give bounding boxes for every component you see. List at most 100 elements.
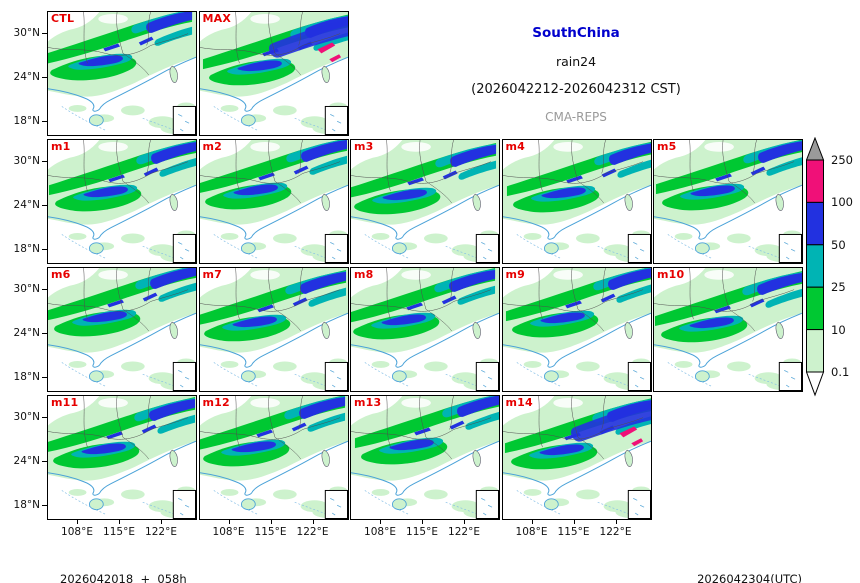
rain-bands	[351, 142, 497, 215]
hainan-island	[88, 114, 104, 127]
province-borders	[351, 396, 492, 460]
lon-tick-mark	[615, 520, 617, 524]
title-period: (2026042212-2026042312 CST)	[471, 82, 681, 97]
lat-tick-label: 24°N	[13, 455, 40, 467]
coastline	[199, 440, 348, 496]
coastline	[48, 56, 196, 112]
map-canvas	[502, 140, 651, 263]
lon-tick-mark	[422, 520, 423, 524]
taiwan-island	[624, 449, 633, 467]
taiwan-island	[472, 321, 481, 339]
dry-area	[351, 268, 403, 298]
dry-area	[199, 268, 251, 298]
hainan-island	[88, 242, 104, 255]
lon-tick-mark	[380, 520, 381, 524]
lat-tick-label: 18°N	[13, 115, 40, 127]
title-region: SouthChina	[532, 25, 620, 41]
taiwan-island	[321, 193, 330, 211]
dry-area	[199, 140, 251, 170]
lon-tick-label: 122°E	[145, 526, 177, 538]
panel-member-label: m8	[354, 268, 374, 281]
dry-area	[351, 140, 403, 170]
taiwan-island	[472, 449, 481, 467]
lon-tick-mark	[119, 520, 120, 524]
colorbar-segment	[806, 329, 824, 373]
lat-tick-mark	[42, 249, 47, 250]
hainan-island	[240, 498, 256, 511]
hainan-island	[694, 370, 710, 383]
lon-tick-mark	[464, 520, 465, 524]
colorbar-tick-label: 0.1	[831, 365, 850, 379]
rain-bands	[506, 141, 651, 213]
panel-member-label: CTL	[51, 12, 75, 25]
lon-tick-label: 115°E	[103, 526, 135, 538]
colorbar-under-arrow	[806, 371, 825, 397]
dry-area	[502, 268, 554, 298]
lon-tick-mark	[161, 520, 162, 524]
extreme-rain-streak	[618, 426, 637, 438]
south-china-sea-inset	[475, 233, 499, 263]
south-china-sea-inset	[627, 489, 651, 519]
taiwan-island	[624, 321, 633, 339]
rain-bands	[48, 12, 193, 81]
map-panel-m13: m13	[350, 395, 500, 520]
footer-valid-time: 2026042304(UTC) 2026042312(CST)	[597, 541, 802, 583]
map-canvas	[199, 396, 348, 519]
lat-tick-label: 24°N	[13, 199, 40, 211]
colorbar-segment	[806, 159, 824, 203]
hainan-island	[240, 242, 256, 255]
coastline	[48, 184, 196, 240]
map-panel-m11: m11	[47, 395, 197, 520]
sea-dashed-lines	[516, 490, 629, 515]
taiwan-island	[169, 321, 178, 339]
dry-area	[199, 396, 251, 426]
footer-init-line-1: 2026042018 + 058h	[60, 572, 187, 583]
map-canvas	[351, 140, 499, 263]
lon-tick-mark	[573, 520, 575, 524]
lat-tick-label: 24°N	[13, 71, 40, 83]
rain-bands	[48, 396, 196, 469]
lat-tick-label: 30°N	[13, 155, 40, 167]
province-borders	[351, 268, 492, 332]
panel-member-label: m4	[505, 140, 526, 153]
panel-member-label: m2	[202, 140, 223, 153]
map-canvas	[502, 268, 651, 391]
south-china-sea-inset	[324, 105, 348, 135]
lat-tick-label: 18°N	[13, 371, 40, 383]
sea-dashed-lines	[61, 362, 175, 387]
south-china-sea-inset	[172, 361, 196, 391]
hainan-island	[391, 498, 407, 511]
lon-tick-label: 122°E	[599, 526, 632, 538]
province-borders	[654, 140, 795, 204]
colorbar-segment	[806, 244, 824, 288]
map-panel-m8: m8	[350, 267, 500, 392]
colorbar-tick-label: 100	[831, 195, 853, 210]
panel-member-label: m12	[202, 396, 230, 409]
coastline	[502, 440, 651, 496]
colorbar-segment	[806, 286, 824, 331]
hainan-island	[88, 498, 104, 511]
hainan-island	[391, 242, 407, 255]
hainan-island	[240, 114, 256, 127]
south-china-sea-inset	[778, 233, 802, 263]
map-canvas	[351, 268, 499, 391]
province-borders	[502, 140, 643, 204]
colorbar-over-arrow	[806, 137, 825, 161]
dry-area	[48, 268, 100, 298]
panel-member-label: m13	[354, 396, 382, 409]
rain-bands	[354, 396, 499, 465]
lat-tick-label: 18°N	[13, 499, 40, 511]
map-canvas	[199, 140, 348, 263]
lat-tick-label: 30°N	[13, 27, 40, 39]
map-canvas	[48, 396, 196, 519]
coastline	[351, 184, 499, 240]
map-panel-m12: m12	[198, 395, 349, 520]
sea-dashed-lines	[667, 234, 781, 259]
panel-member-label: m9	[505, 268, 526, 281]
hainan-island	[88, 370, 104, 383]
sea-dashed-lines	[364, 362, 478, 387]
rain-bands	[505, 268, 651, 338]
sea-dashed-lines	[213, 490, 326, 515]
map-panel-m5: m5	[653, 139, 803, 264]
lat-tick-mark	[42, 333, 47, 334]
